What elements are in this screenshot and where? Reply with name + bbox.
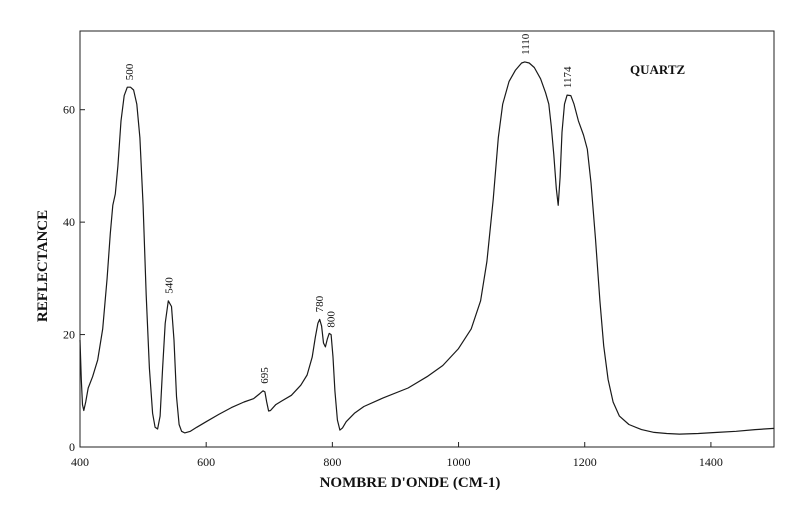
x-tick-label: 1400 — [699, 455, 723, 469]
peak-label: 780 — [314, 295, 326, 312]
y-tick-label: 0 — [69, 440, 75, 454]
peak-label: 1110 — [520, 33, 532, 55]
x-tick-label: 800 — [323, 455, 341, 469]
plot-frame — [79, 30, 775, 448]
y-axis-title: REFLECTANCE — [35, 210, 51, 322]
series-line-quartz — [79, 61, 775, 435]
x-tick-label: 1000 — [447, 455, 471, 469]
y-tick-label: 60 — [63, 103, 75, 117]
peak-label: 695 — [259, 367, 271, 384]
x-axis: 400 600 800 1000 1200 1400 — [71, 442, 723, 469]
series-name-label: QUARTZ — [630, 62, 685, 77]
peak-label: 500 — [124, 63, 136, 80]
x-tick-label: 600 — [197, 455, 215, 469]
y-tick-label: 40 — [63, 215, 75, 229]
x-axis-title: NOMBRE D'ONDE (CM-1) — [320, 475, 501, 491]
peak-label: 1174 — [562, 66, 574, 88]
y-tick-label: 20 — [63, 328, 75, 342]
peak-label: 540 — [163, 277, 175, 294]
x-tick-label: 400 — [71, 455, 89, 469]
x-tick-label: 1200 — [573, 455, 597, 469]
peak-label: 800 — [326, 311, 338, 328]
y-axis: 0 20 40 60 — [63, 103, 85, 454]
